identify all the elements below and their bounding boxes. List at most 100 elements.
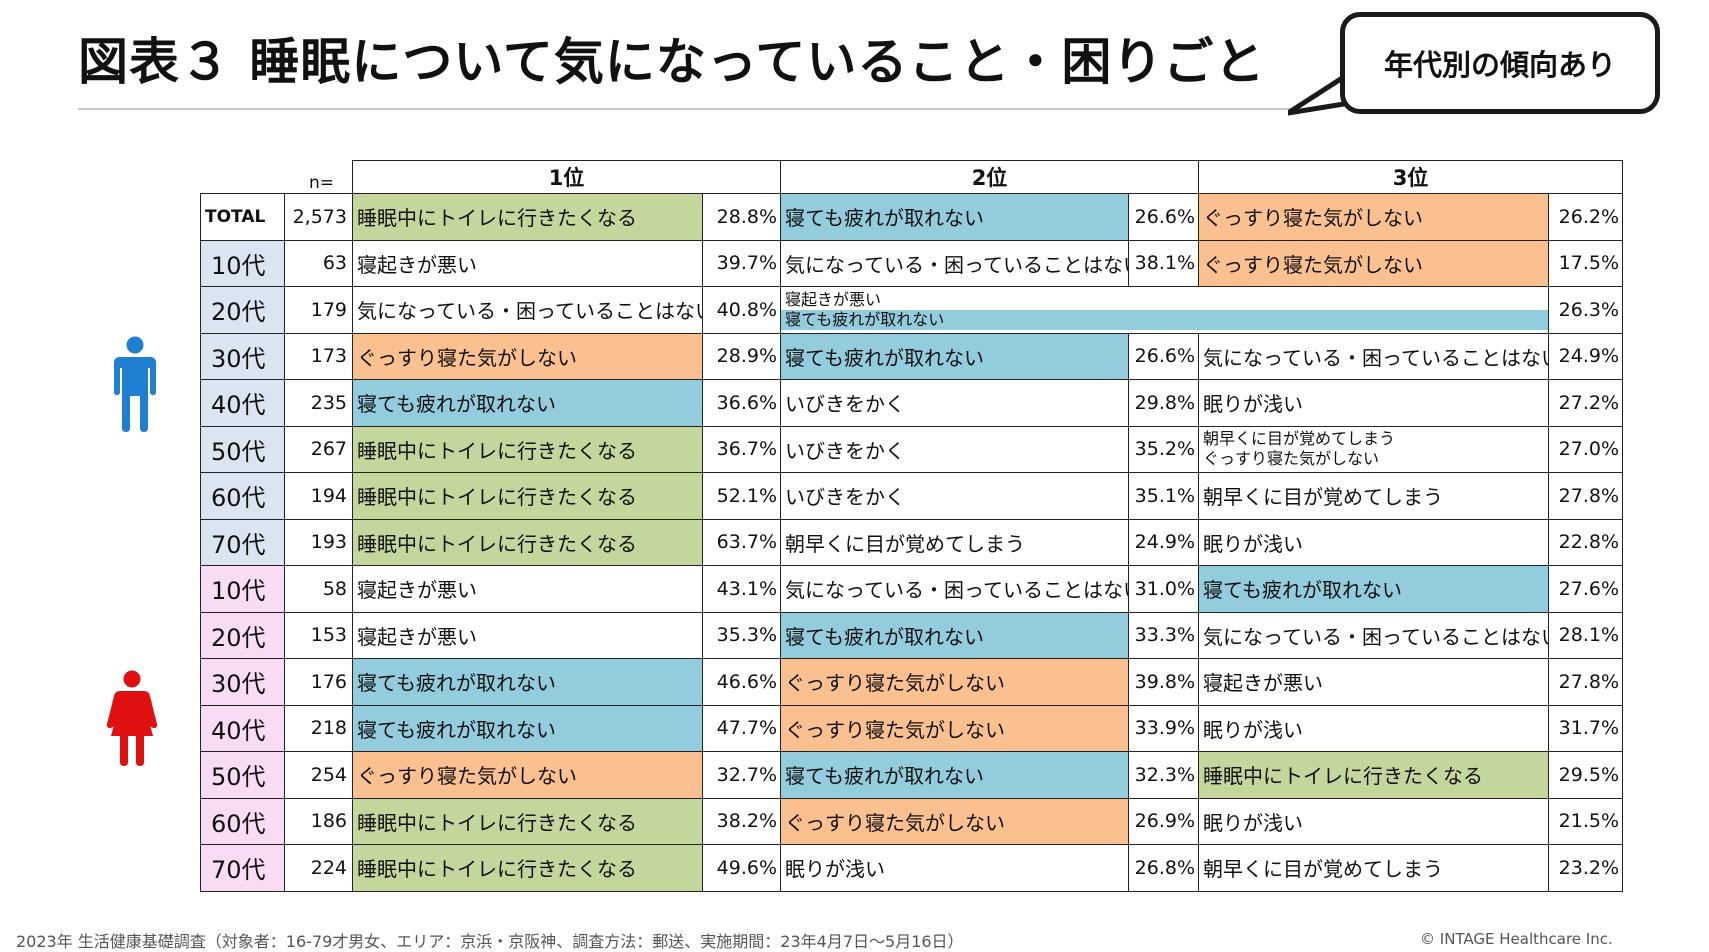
rank1-percent: 49.6% (702, 844, 781, 892)
n-header: n= (308, 173, 334, 193)
rank3-header: 3位 (1198, 160, 1623, 194)
rank1-percent: 28.9% (702, 332, 781, 380)
row-label: TOTAL (200, 193, 285, 241)
row-label: 20代 (200, 611, 285, 659)
rank2-item: 寝ても疲れが取れない (780, 332, 1129, 380)
sample-size: 63 (284, 239, 353, 287)
rank1-percent: 43.1% (702, 565, 781, 613)
table-row: 70代 224 睡眠中にトイレに行きたくなる 49.6% 眠りが浅い 26.8% 朝早くに目… (200, 844, 1623, 892)
rank2-percent: 26.9% (1128, 797, 1199, 845)
rank1-percent: 35.3% (702, 611, 781, 659)
rank1-item: 睡眠中にトイレに行きたくなる (352, 472, 703, 520)
rank1-percent: 28.8% (702, 193, 781, 241)
row-label: 50代 (200, 425, 285, 473)
table-row: 10代 63 寝起きが悪い 39.7% 気になっている・困っていることはない 38.1% ぐ… (200, 239, 1623, 287)
rank2-percent: 35.1% (1128, 472, 1199, 520)
tie-item-b: ぐっすり寝た気がしない (1203, 449, 1380, 469)
rank1-percent: 40.8% (702, 286, 781, 334)
rank1-percent: 32.7% (702, 751, 781, 799)
rank1-percent: 46.6% (702, 658, 781, 706)
rank1-percent: 52.1% (702, 472, 781, 520)
rank3-percent: 17.5% (1548, 239, 1623, 287)
table-row: 20代 153 寝起きが悪い 35.3% 寝ても疲れが取れない 33.3% 気になっている・… (200, 611, 1623, 659)
rank3-item: 寝ても疲れが取れない (1198, 565, 1549, 613)
rank2-item: 眠りが浅い (780, 844, 1129, 892)
row-label: 60代 (200, 472, 285, 520)
rank1-percent: 63.7% (702, 518, 781, 566)
rank2-item: いびきをかく (780, 379, 1129, 427)
rank1-item: 寝起きが悪い (352, 239, 703, 287)
rank3-percent: 21.5% (1548, 797, 1623, 845)
rank1-item: 寝起きが悪い (352, 565, 703, 613)
table-row: 10代 58 寝起きが悪い 43.1% 気になっている・困っていることはない 31.0% 寝… (200, 565, 1623, 613)
rank1-item: 寝ても疲れが取れない (352, 658, 703, 706)
rank3-percent: 24.9% (1548, 332, 1623, 380)
rank1-item: 睡眠中にトイレに行きたくなる (352, 425, 703, 473)
rank3-percent: 27.8% (1548, 658, 1623, 706)
table-row: 70代 193 睡眠中にトイレに行きたくなる 63.7% 朝早くに目が覚めてしまう 24.… (200, 518, 1623, 566)
row-label: 50代 (200, 751, 285, 799)
rank2-item: ぐっすり寝た気がしない (780, 704, 1129, 752)
tie-item-a: 朝早くに目が覚めてしまう (1203, 429, 1396, 449)
table-row: 40代 235 寝ても疲れが取れない 36.6% いびきをかく 29.8% 眠りが浅い 27.… (200, 379, 1623, 427)
rank3-percent: 26.3% (1548, 286, 1623, 334)
rank3-percent: 27.2% (1548, 379, 1623, 427)
rank2-item: ぐっすり寝た気がしない (780, 797, 1129, 845)
rank2-item: 寝ても疲れが取れない (780, 751, 1129, 799)
rank2-header: 2位 (780, 160, 1199, 194)
row-label: 10代 (200, 565, 285, 613)
row-label: 60代 (200, 797, 285, 845)
table-row: 60代 194 睡眠中にトイレに行きたくなる 52.1% いびきをかく 35.1% 朝早くに… (200, 472, 1623, 520)
rank3-item: 眠りが浅い (1198, 704, 1549, 752)
rank3-percent: 23.2% (1548, 844, 1623, 892)
rank2-item: 寝ても疲れが取れない (780, 193, 1129, 241)
rank2-item: 気になっている・困っていることはない (780, 565, 1129, 613)
rank3-item: 寝起きが悪い (1198, 658, 1549, 706)
sample-size: 153 (284, 611, 353, 659)
rank1-item: ぐっすり寝た気がしない (352, 332, 703, 380)
row-label: 20代 (200, 286, 285, 334)
rank1-item: ぐっすり寝た気がしない (352, 751, 703, 799)
rank1-percent: 38.2% (702, 797, 781, 845)
rank2-percent: 26.6% (1128, 332, 1199, 380)
rank3-item: ぐっすり寝た気がしない (1198, 239, 1549, 287)
rank3-percent: 29.5% (1548, 751, 1623, 799)
rank2-item: 寝ても疲れが取れない (780, 611, 1129, 659)
rank2-percent: 35.2% (1128, 425, 1199, 473)
rank3-item: 眠りが浅い (1198, 518, 1549, 566)
row-label: 30代 (200, 332, 285, 380)
row-label: 40代 (200, 704, 285, 752)
rank1-header: 1位 (352, 160, 781, 194)
sample-size: 254 (284, 751, 353, 799)
rank3-percent: 31.7% (1548, 704, 1623, 752)
tie-item-b: 寝ても疲れが取れない (781, 309, 1548, 330)
row-label: 70代 (200, 844, 285, 892)
rank3-item: 眠りが浅い (1198, 379, 1549, 427)
copyright: © INTAGE Healthcare Inc. (1420, 930, 1613, 948)
footnote: 2023年 生活健康基礎調査（対象者：16-79才男女、エリア：京浜・京阪神、調… (16, 932, 964, 951)
rank1-item: 寝起きが悪い (352, 611, 703, 659)
rank3-percent: 27.0% (1548, 425, 1623, 473)
rank2-percent: 26.6% (1128, 193, 1199, 241)
rank2-item: ぐっすり寝た気がしない (780, 658, 1129, 706)
sample-size: 2,573 (284, 193, 353, 241)
callout-bubble: 年代別の傾向あり (1340, 12, 1660, 114)
rank1-item: 睡眠中にトイレに行きたくなる (352, 844, 703, 892)
table-row: TOTAL 2,573 睡眠中にトイレに行きたくなる 28.8% 寝ても疲れが取れない 2… (200, 193, 1623, 241)
rank2-item: 朝早くに目が覚めてしまう (780, 518, 1129, 566)
page-title: 図表３ 睡眠について気になっていること・困りごと (78, 33, 1266, 91)
rank3-item: ぐっすり寝た気がしない (1198, 193, 1549, 241)
rank1-item: 寝ても疲れが取れない (352, 379, 703, 427)
rank3-percent: 27.8% (1548, 472, 1623, 520)
male-person-icon (114, 336, 156, 432)
rank1-percent: 36.6% (702, 379, 781, 427)
table-row: 50代 267 睡眠中にトイレに行きたくなる 36.7% いびきをかく 35.2% 朝早くに… (200, 425, 1623, 473)
table-row: 60代 186 睡眠中にトイレに行きたくなる 38.2% ぐっすり寝た気がしない 26.9… (200, 797, 1623, 845)
rank3-tie-items: 朝早くに目が覚めてしまう ぐっすり寝た気がしない (1198, 425, 1549, 473)
title-divider (78, 108, 1318, 110)
rank3-item: 睡眠中にトイレに行きたくなる (1198, 751, 1549, 799)
rank2-tie-items: 寝起きが悪い 寝ても疲れが取れない (780, 286, 1549, 334)
sample-size: 193 (284, 518, 353, 566)
sample-size: 235 (284, 379, 353, 427)
rank2-percent: 24.9% (1128, 518, 1199, 566)
